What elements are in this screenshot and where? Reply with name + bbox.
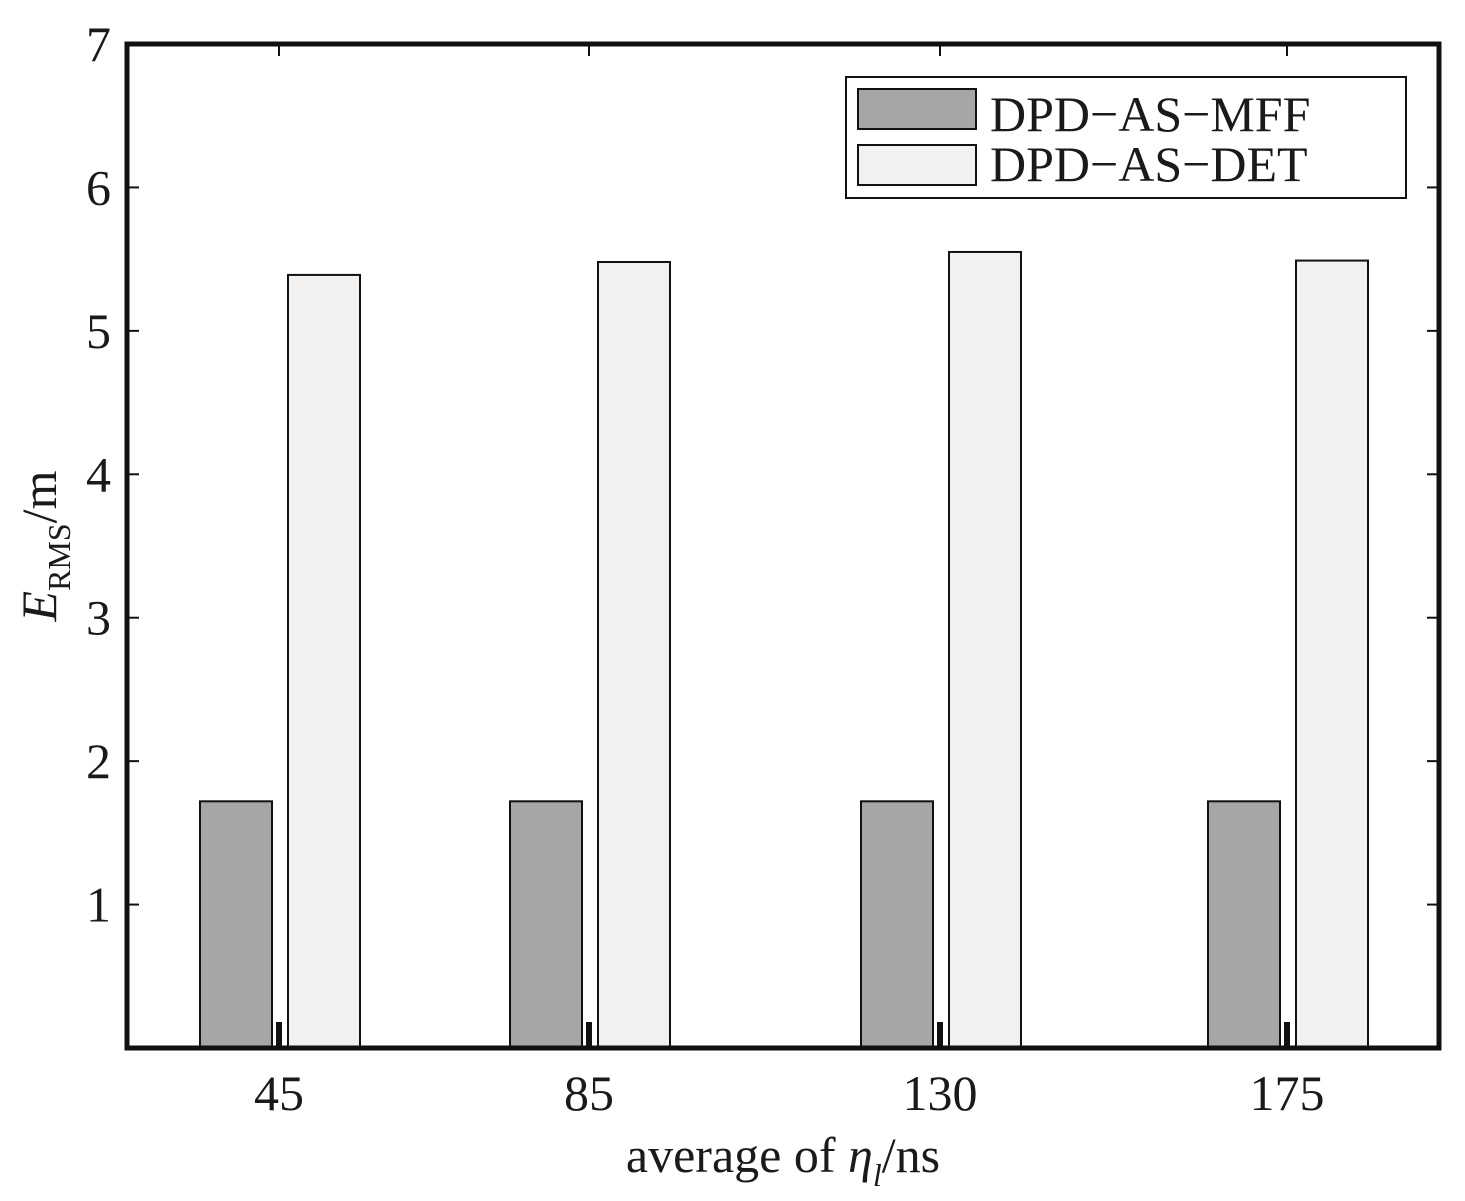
y-tick-label: 5	[86, 303, 111, 359]
bar-det-175	[1295, 259, 1369, 1049]
x-tick-labels: 45 85 130 175	[254, 1065, 1325, 1121]
bar-det-45	[287, 273, 361, 1050]
y-tick-label: 6	[86, 159, 111, 215]
x-tick-label: 175	[1250, 1065, 1325, 1121]
y-axis-label: ERMS/m	[11, 470, 77, 622]
x-axis-label-prefix: average of	[626, 1127, 848, 1183]
y-tick-label: 4	[86, 446, 111, 502]
x-tick-label: 85	[564, 1065, 614, 1121]
y-tick-labels: 1 2 3 4 5 6 7	[86, 16, 111, 933]
bar-mff-175	[1207, 800, 1281, 1049]
y-tick-label: 3	[86, 590, 111, 646]
bars	[199, 250, 1369, 1050]
x-tick-marks	[276, 44, 1290, 1048]
y-axis-label-symbol: E	[11, 591, 67, 623]
x-tick-label: 45	[254, 1065, 304, 1121]
legend-label-det: DPD−AS−DET	[990, 136, 1308, 192]
bar-mff-85	[509, 800, 583, 1049]
plot-frame	[124, 41, 1442, 1051]
bar-mff-130	[860, 800, 934, 1049]
y-axis-label-subscript: RMS	[41, 523, 77, 591]
bar-det-85	[597, 261, 671, 1049]
bar-mff-45	[199, 800, 273, 1049]
y-tick-label: 7	[86, 16, 111, 72]
x-axis-label-unit: /ns	[882, 1127, 940, 1183]
x-tick-label: 130	[903, 1065, 978, 1121]
legend: DPD−AS−MFF DPD−AS−DET	[845, 76, 1407, 199]
y-axis-label-unit: /m	[11, 470, 67, 523]
legend-swatch-det	[857, 144, 977, 186]
y-tick-label: 2	[86, 733, 111, 789]
x-axis-label-subscript: l	[873, 1157, 882, 1193]
legend-label-mff: DPD−AS−MFF	[990, 86, 1310, 142]
y-tick-label: 1	[86, 877, 111, 933]
legend-swatch-mff	[857, 88, 977, 130]
x-axis-label: average of ηl/ns	[626, 1127, 940, 1193]
bar-det-130	[948, 250, 1022, 1049]
x-axis-label-symbol: η	[848, 1127, 873, 1183]
